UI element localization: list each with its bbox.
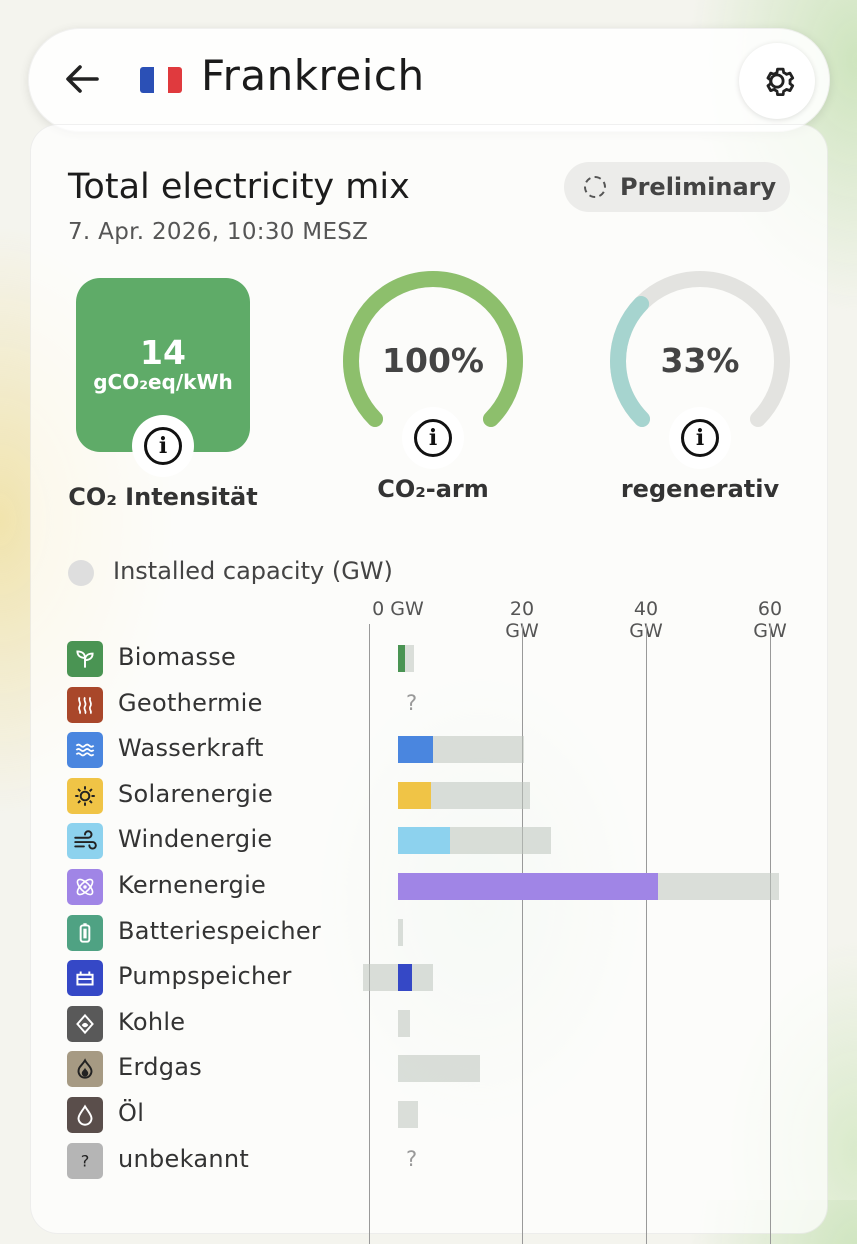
production-bar [398,645,406,672]
source-row[interactable]: ? unbekannt? [67,1142,837,1179]
source-row[interactable]: Kohle [67,1005,837,1042]
co2-intensity-info-button[interactable]: i [132,415,194,477]
renewable-label: regenerativ [620,475,780,503]
top-bar: Frankreich [28,28,830,132]
timestamp: 7. Apr. 2026, 10:30 MESZ [68,219,369,245]
source-row[interactable]: Solarenergie [67,777,837,814]
storage-capacity-bar [363,964,398,992]
source-label: Batteriespeicher [118,916,322,945]
sun-icon [67,777,103,814]
axis-gridline [770,624,771,1244]
gear-icon [766,67,795,97]
source-row[interactable]: Wasserkraft [67,732,837,769]
low-carbon-gauge [343,271,523,427]
axis-gridline [646,624,647,1244]
info-icon: i [414,419,452,457]
source-label: Erdgas [118,1053,203,1082]
low-carbon-value: 100% [382,341,484,380]
info-icon: i [681,419,719,457]
co2-intensity-label: CO₂ Intensität [68,483,258,511]
source-row[interactable]: Windenergie [67,823,837,860]
source-label: Pumpspeicher [118,962,292,991]
production-bar [398,964,412,992]
axis-tick-label: 40 GW [629,598,663,642]
source-label: Geothermie [118,688,263,717]
oil-drop-icon [67,1097,103,1133]
renewable-gauge [610,271,790,427]
wind-icon [67,823,103,860]
capacity-bar [398,1101,419,1128]
renewable-info-button[interactable]: i [669,407,731,469]
source-row[interactable]: Pumpspeicher [67,960,837,997]
source-label: Kohle [118,1007,186,1036]
source-label: Solarenergie [118,779,274,808]
status-badge[interactable]: Preliminary [564,162,790,212]
production-bar [398,736,434,764]
leaf-icon [67,641,103,677]
installed-capacity-label: Installed capacity (GW) [113,557,393,585]
production-bar [398,873,659,900]
geothermal-icon [67,686,103,723]
dashed-circle-icon [584,176,606,198]
source-label: Öl [118,1099,145,1127]
renewable-value: 33% [660,341,740,380]
capacity-bar [398,918,403,946]
source-label: Windenergie [118,825,273,854]
production-bar [398,827,451,855]
atom-icon [67,869,103,905]
production-bar [398,781,432,809]
coal-icon [67,1005,103,1042]
source-row[interactable]: Kernenergie [67,869,837,905]
country-title: Frankreich [201,51,425,100]
svg-text:?: ? [81,1151,90,1170]
settings-button[interactable] [739,43,815,119]
electricity-mix-card: Total electricity mix 7. Apr. 2026, 10:3… [30,124,828,1244]
card-title: Total electricity mix [68,167,410,207]
source-row[interactable]: Erdgas [67,1051,837,1088]
low-carbon-info-button[interactable]: i [402,407,464,469]
source-row[interactable]: Batteriespeicher [67,914,837,951]
unknown-value-mark: ? [406,1146,418,1171]
source-label: Biomasse [118,643,237,671]
battery-icon [67,914,103,951]
source-row[interactable]: Öl [67,1097,837,1133]
france-flag-icon [140,67,182,93]
axis-tick-label: 20 GW [505,598,539,642]
info-icon: i [144,427,182,465]
axis-gridline [369,624,370,1244]
source-row[interactable]: Geothermie? [67,686,837,723]
gas-flame-icon [67,1051,103,1088]
source-label: Wasserkraft [118,734,264,763]
axis-tick-label: 60 GW [753,598,787,642]
low-carbon-label: CO₂-arm [377,475,489,503]
capacity-bar [398,1055,481,1083]
source-label: Kernenergie [118,871,267,899]
water-icon [67,732,103,769]
back-button[interactable] [59,56,105,102]
co2-intensity-value: 14 [140,333,186,372]
axis-tick-label: 0 GW [372,598,424,620]
axis-gridline [522,624,523,1244]
installed-capacity-toggle[interactable] [68,560,94,586]
unknown-value-mark: ? [406,690,418,715]
co2-intensity-unit: gCO₂eq/kWh [93,370,233,394]
source-row[interactable]: Biomasse [67,641,837,677]
pump-storage-icon [67,960,103,997]
capacity-bar [398,1009,411,1037]
status-badge-label: Preliminary [620,173,777,201]
arrow-left-icon [66,65,99,93]
question-icon: ? [67,1142,103,1179]
source-label: unbekannt [118,1144,250,1173]
